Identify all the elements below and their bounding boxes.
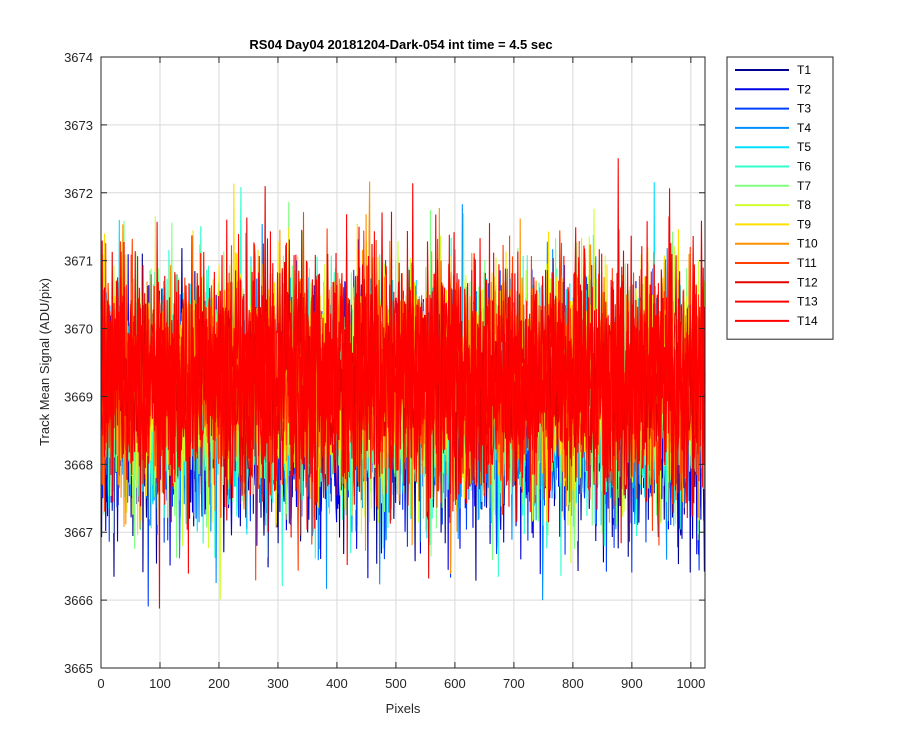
x-tick-label: 500 [385, 676, 407, 691]
legend-label-t3: T3 [797, 102, 811, 116]
legend-label-t2: T2 [797, 82, 811, 96]
legend-label-t4: T4 [797, 121, 811, 135]
y-tick-label: 3672 [64, 186, 93, 201]
legend-label-t10: T10 [797, 237, 818, 251]
x-tick-label: 300 [267, 676, 289, 691]
legend-label-t1: T1 [797, 63, 811, 77]
legend-label-t5: T5 [797, 140, 811, 154]
legend-label-t8: T8 [797, 198, 811, 212]
y-tick-label: 3665 [64, 661, 93, 676]
x-tick-label: 100 [149, 676, 171, 691]
y-tick-label: 3671 [64, 254, 93, 269]
x-tick-label: 0 [97, 676, 104, 691]
y-tick-label: 3670 [64, 322, 93, 337]
x-tick-label: 200 [208, 676, 230, 691]
y-tick-label: 3668 [64, 457, 93, 472]
x-tick-label: 900 [621, 676, 643, 691]
x-tick-label: 400 [326, 676, 348, 691]
x-tick-label: 1000 [676, 676, 705, 691]
legend-label-t7: T7 [797, 179, 811, 193]
legend-label-t9: T9 [797, 217, 811, 231]
legend: T1 T2 T3 T4 T5 T6 T7 T8 T9 T10 T11 T12 T13 T14 [726, 56, 834, 340]
axis-ticks: 0 100 200 300 400 500 600 700 800 900 1000 3665 3666… [64, 50, 705, 691]
x-axis-title: Pixels [386, 701, 421, 716]
legend-box [726, 56, 834, 340]
y-axis-title: Track Mean Signal (ADU/pix) [37, 278, 52, 446]
y-tick-label: 3673 [64, 118, 93, 133]
x-tick-label: 700 [503, 676, 525, 691]
legend-label-t13: T13 [797, 295, 818, 309]
chart-title: RS04 Day04 20181204-Dark-054 int time = … [249, 37, 552, 52]
plot-frame [100, 56, 706, 669]
legend-label-t14: T14 [797, 314, 818, 328]
legend-label-t6: T6 [797, 160, 811, 174]
y-tick-label: 3674 [64, 50, 93, 65]
legend-label-t11: T11 [797, 256, 817, 270]
y-tick-label: 3666 [64, 593, 93, 608]
legend-label-t12: T12 [797, 275, 818, 289]
y-tick-label: 3669 [64, 389, 93, 404]
x-tick-label: 600 [444, 676, 466, 691]
plot-lines [100, 158, 706, 609]
y-tick-label: 3667 [64, 525, 93, 540]
series-line-t14 [100, 158, 706, 546]
x-tick-label: 800 [562, 676, 584, 691]
